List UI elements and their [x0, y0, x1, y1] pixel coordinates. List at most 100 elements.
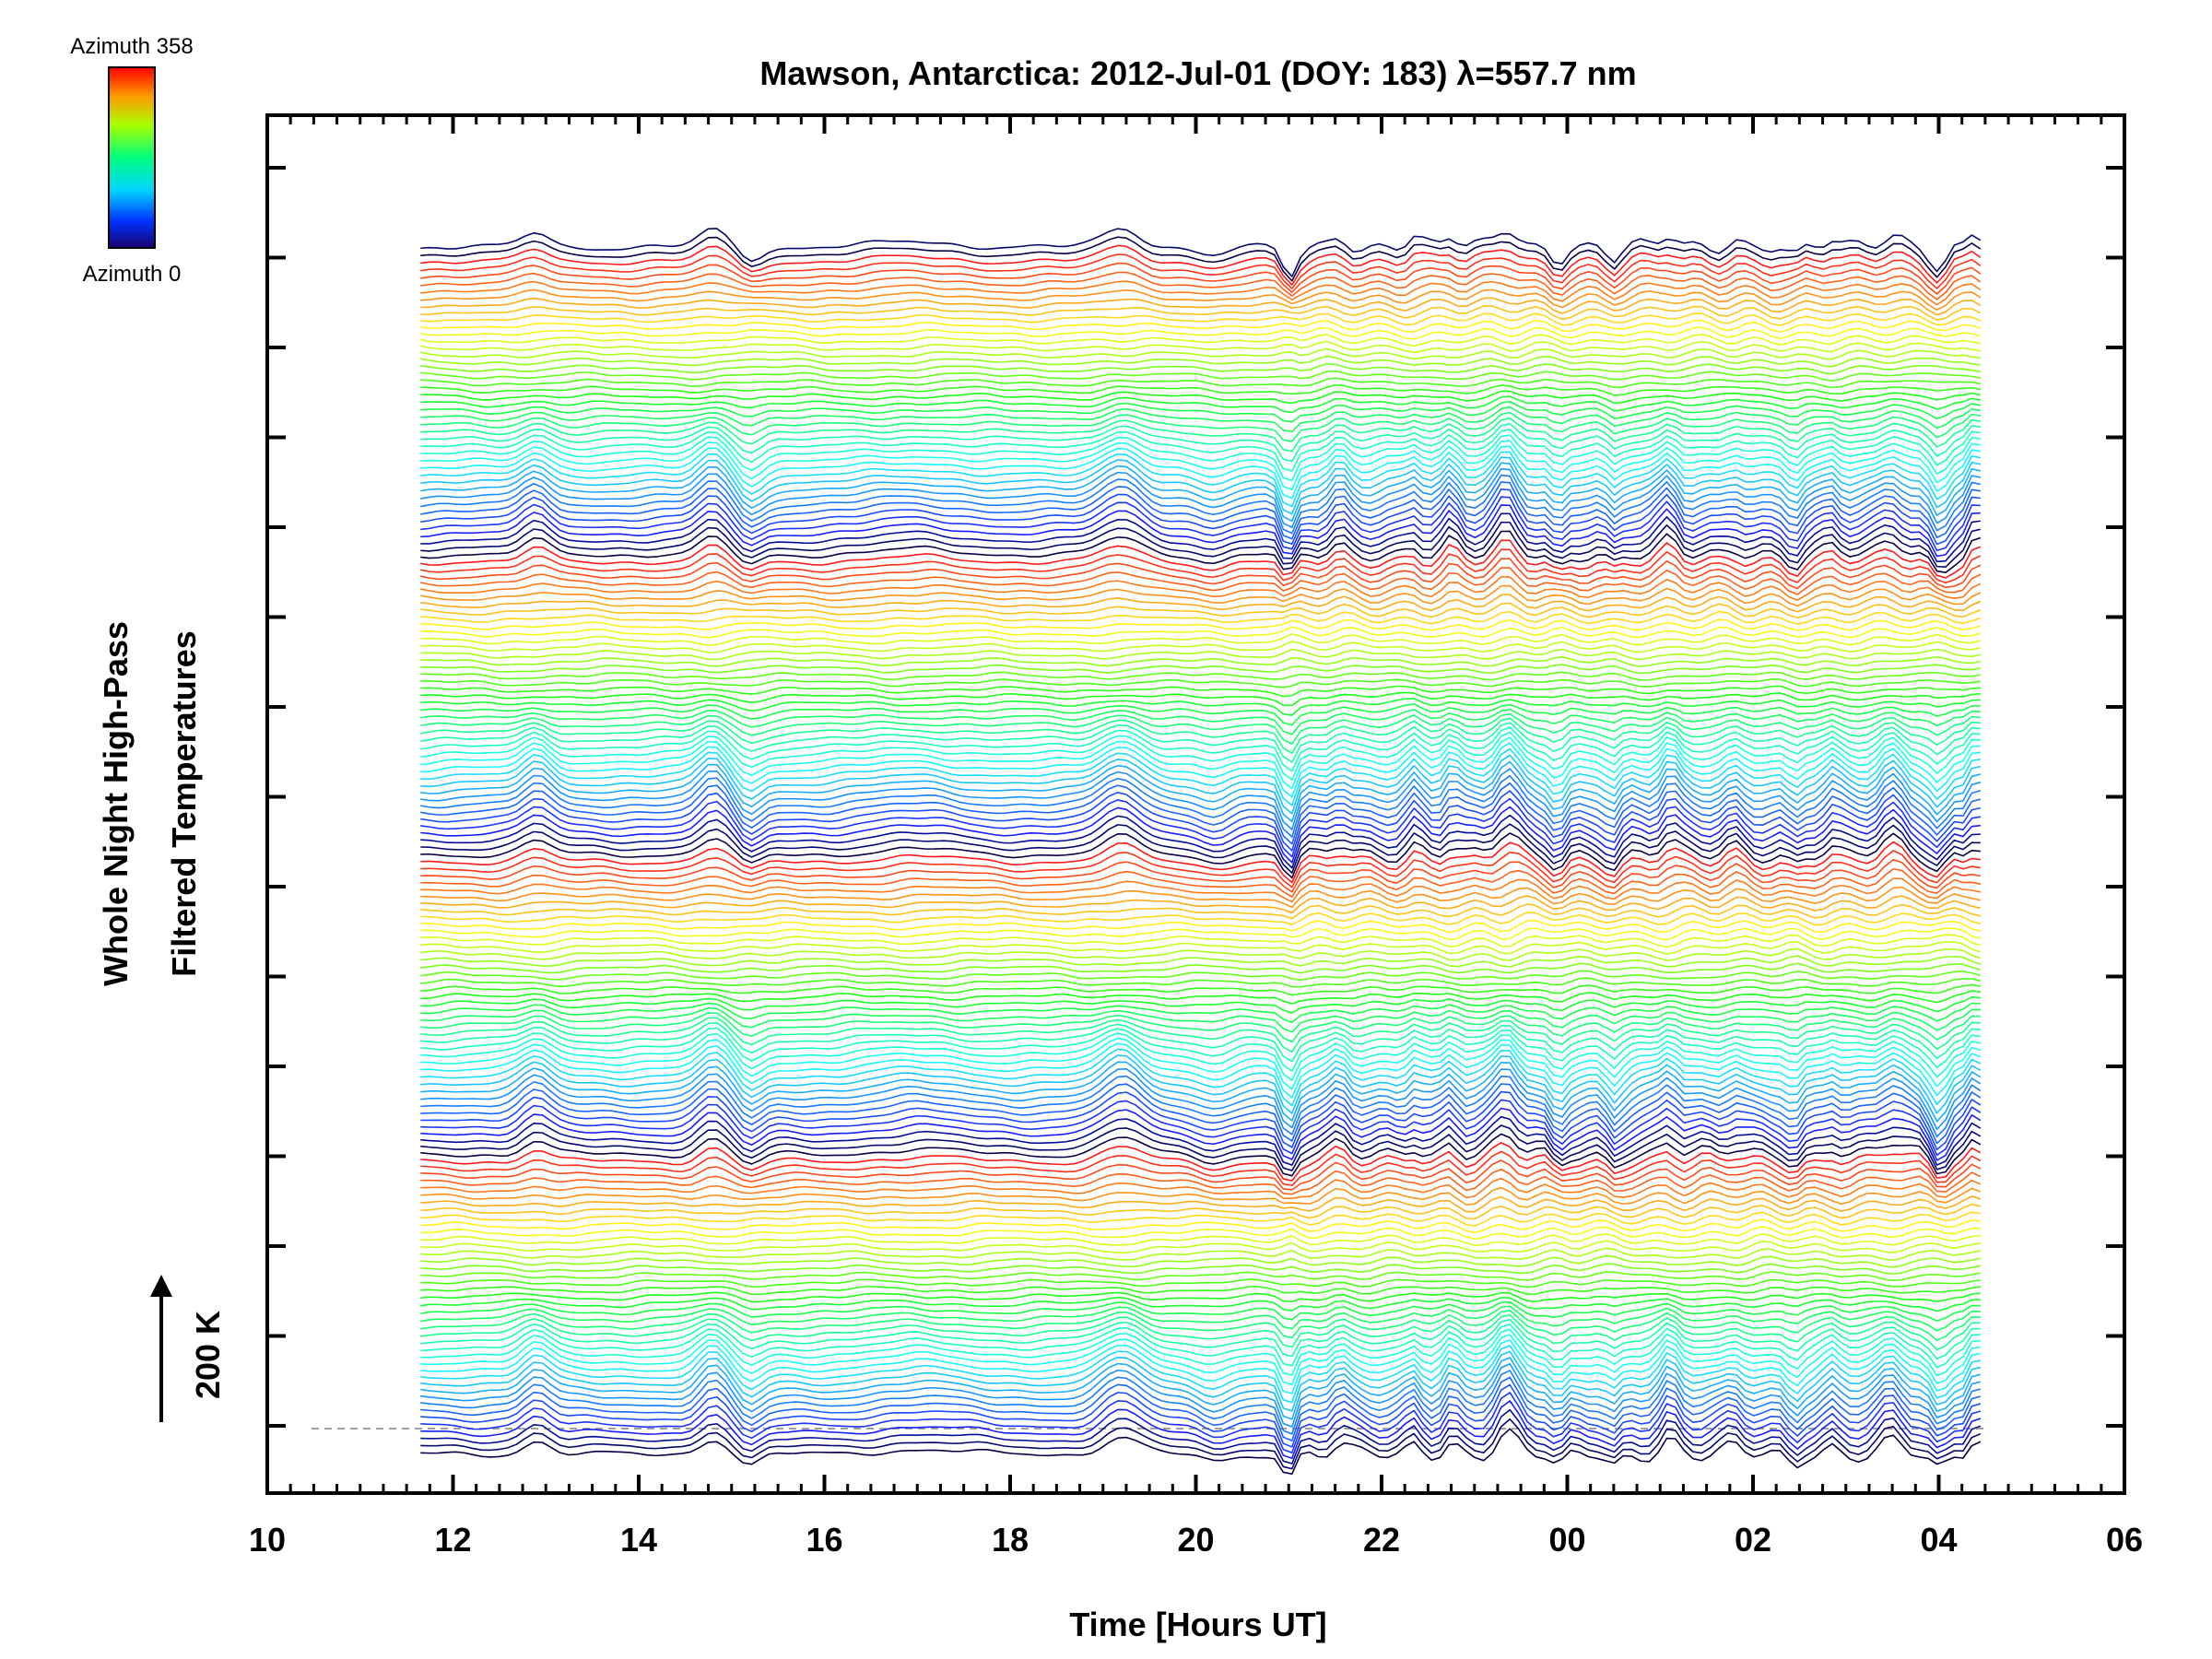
series-line: [420, 895, 1982, 914]
series-line: [420, 919, 1982, 934]
x-tick-label: 18: [992, 1521, 1029, 1559]
series-line: [420, 671, 1981, 681]
series-line: [420, 648, 1982, 661]
series-line: [420, 1061, 1982, 1123]
series-line: [420, 355, 1981, 368]
series-line: [420, 1021, 1981, 1063]
series-line: [420, 983, 1981, 996]
series-line: [420, 1339, 1981, 1394]
series-line: [420, 558, 1982, 590]
series-line: [420, 488, 1981, 546]
x-tick-label: 00: [1548, 1521, 1585, 1559]
series-line: [420, 1107, 1982, 1161]
series-line: [420, 406, 1981, 433]
chart-title: Mawson, Antarctica: 2012-Jul-01 (DOY: 18…: [759, 54, 1636, 92]
series-line: [420, 512, 1981, 563]
series-line: [420, 530, 1982, 573]
series-line: [420, 1177, 1982, 1200]
series-line: [420, 664, 1981, 675]
series-line: [420, 1428, 1982, 1475]
series-line: [420, 1203, 1982, 1220]
series-line: [420, 1296, 1981, 1312]
series-line: [420, 1002, 1981, 1024]
y-axis-labels: Whole Night High-Pass Filtered Temperatu…: [97, 621, 203, 986]
xlabel: Time [Hours UT]: [1069, 1606, 1326, 1643]
series-line: [420, 823, 1981, 874]
series-line: [420, 912, 1982, 926]
series-line: [420, 417, 1981, 453]
series-line: [420, 1048, 1982, 1107]
series-line: [420, 1370, 1982, 1435]
series-line: [420, 768, 1982, 830]
series-line: [420, 422, 1981, 463]
series-line: [420, 1027, 1981, 1072]
series-line: [420, 390, 1982, 405]
series-line: [420, 1418, 1982, 1470]
scale-indicator: 200 K: [150, 1275, 227, 1422]
series-line: [420, 521, 1982, 568]
series-line: [420, 1334, 1981, 1385]
series-line: [420, 1357, 1982, 1420]
series-line: [420, 1075, 1982, 1138]
series-line: [420, 1324, 1981, 1369]
series-line: [420, 941, 1982, 955]
series-line: [420, 576, 1982, 601]
series-line: [420, 319, 1982, 334]
series-line: [420, 1362, 1982, 1428]
series-line: [420, 774, 1982, 838]
series-line: [420, 262, 1982, 295]
series-line: [420, 1271, 1981, 1282]
series-line: [420, 1159, 1982, 1191]
y-ticks: [267, 166, 2124, 1428]
series-line: [420, 947, 1982, 961]
series-line: [420, 832, 1981, 879]
series-line: [420, 1195, 1982, 1213]
series-line: [420, 702, 1981, 726]
series-line: [420, 333, 1982, 347]
series-line: [420, 1142, 1982, 1182]
series-line: [420, 1232, 1981, 1246]
series-line: [420, 280, 1982, 306]
series-line: [420, 970, 1982, 982]
series-line: [420, 712, 1981, 745]
colorbar: Azimuth 358 Azimuth 0: [70, 34, 193, 287]
series-line: [420, 429, 1981, 472]
series-line: [420, 548, 1982, 584]
series-line: [420, 1012, 1981, 1043]
series-line: [420, 496, 1981, 552]
plot-frame-outline: [265, 113, 2126, 1495]
series-line: [420, 1054, 1982, 1114]
series-line: [420, 685, 1981, 698]
series-line: [420, 782, 1982, 845]
series-line: [420, 797, 1981, 858]
series-line: [420, 297, 1982, 316]
series-line: [420, 814, 1981, 869]
series-line: [420, 995, 1981, 1014]
series-line: [420, 1313, 1981, 1351]
ylabel-line2: Filtered Temperatures: [165, 630, 203, 976]
series-line: [420, 1392, 1982, 1454]
series-line: [420, 584, 1982, 607]
series-line: [420, 312, 1982, 327]
series-line: [420, 790, 1982, 852]
x-tick-label: 10: [249, 1521, 286, 1559]
series-line: [420, 1099, 1982, 1157]
series-line: [420, 641, 1982, 653]
x-tick-label: 14: [620, 1521, 657, 1559]
series-line: [420, 440, 1981, 491]
series-line: [420, 370, 1981, 382]
series-line: [420, 244, 1982, 286]
x-tick-label: 22: [1363, 1521, 1400, 1559]
series-line: [420, 1090, 1982, 1151]
series-line: [420, 760, 1982, 823]
series-line: [420, 731, 1981, 781]
series-line: [420, 1305, 1981, 1332]
series-line: [420, 347, 1981, 360]
series-line: [420, 362, 1981, 375]
series-line: [420, 288, 1982, 312]
series-line: [420, 977, 1982, 988]
series-line: [420, 717, 1981, 754]
series-line: [420, 539, 1982, 579]
series-line: [420, 962, 1982, 974]
series-line: [420, 1150, 1982, 1186]
